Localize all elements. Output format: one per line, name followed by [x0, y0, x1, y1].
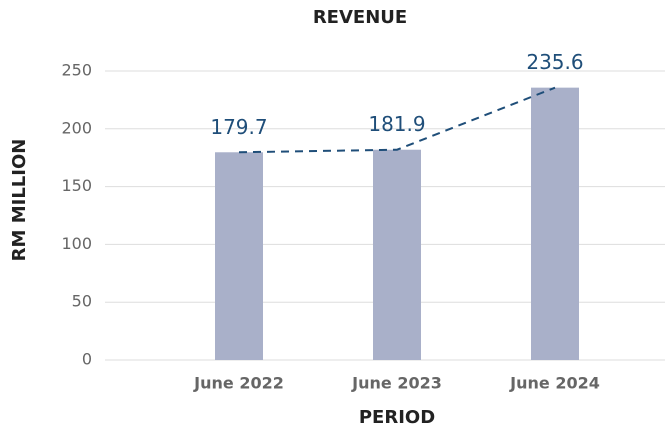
y-tick-label: 250 [61, 61, 92, 80]
data-label: 181.9 [368, 112, 425, 136]
x-tick-label: June 2023 [351, 374, 442, 393]
y-tick-label: 150 [61, 176, 92, 195]
data-label: 235.6 [526, 50, 583, 74]
y-tick-label: 100 [61, 234, 92, 253]
y-axis-title: RM MILLION [9, 139, 30, 262]
data-label: 179.7 [210, 115, 267, 139]
bar [373, 149, 421, 360]
y-tick-label: 0 [82, 350, 92, 369]
bar [531, 87, 579, 361]
x-tick-label: June 2024 [509, 374, 600, 393]
bar [215, 152, 263, 360]
y-tick-label: 200 [61, 118, 92, 137]
x-axis-title: PERIOD [359, 407, 435, 428]
trend-line [238, 86, 556, 154]
chart-title: REVENUE [313, 7, 407, 28]
y-tick-label: 50 [72, 292, 92, 311]
x-tick-label: June 2022 [193, 374, 284, 393]
